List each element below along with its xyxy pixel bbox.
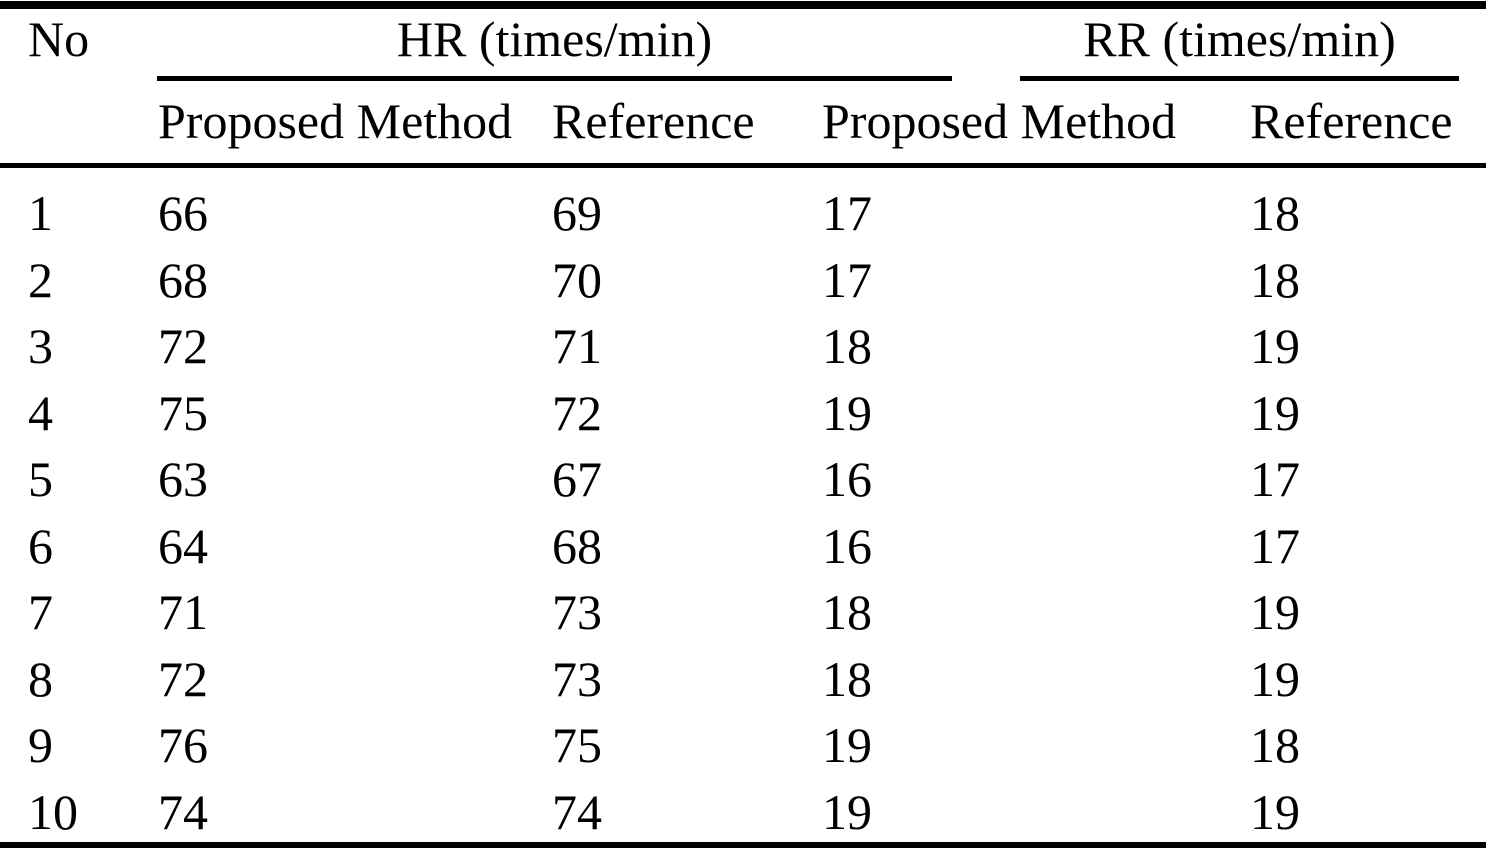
cell-rr-reference: 18: [1250, 717, 1300, 774]
cell-hr-reference: 73: [552, 650, 602, 707]
group-header-rr: RR (times/min): [1083, 11, 1396, 67]
table-row: 5 63 67 16 17: [0, 446, 1486, 513]
cell-rr-proposed: 19: [822, 783, 872, 840]
cell-rr-reference: 18: [1250, 251, 1300, 308]
cell-no: 6: [28, 517, 53, 574]
cell-rr-proposed: 16: [822, 517, 872, 574]
table-body: 1 66 69 17 18 2 68 70 17 18 3 72 71 18 1…: [0, 180, 1486, 845]
cell-rr-reference: 17: [1250, 517, 1300, 574]
cell-rr-proposed: 19: [822, 384, 872, 441]
cell-rr-reference: 17: [1250, 451, 1300, 508]
cell-hr-proposed: 76: [158, 717, 208, 774]
table-row: 1 66 69 17 18: [0, 180, 1486, 247]
cell-rr-reference: 19: [1250, 783, 1300, 840]
cell-no: 3: [28, 318, 53, 375]
cell-no: 9: [28, 717, 53, 774]
cell-hr-proposed: 74: [158, 783, 208, 840]
table-row: 6 64 68 16 17: [0, 513, 1486, 580]
table-top-rule: [0, 1, 1486, 9]
cell-hr-reference: 73: [552, 584, 602, 641]
table-row: 2 68 70 17 18: [0, 247, 1486, 314]
cell-rr-reference: 19: [1250, 584, 1300, 641]
table-row: 9 76 75 19 18: [0, 712, 1486, 779]
cell-rr-proposed: 18: [822, 584, 872, 641]
cell-hr-proposed: 72: [158, 318, 208, 375]
cell-rr-proposed: 18: [822, 650, 872, 707]
cell-rr-reference: 18: [1250, 185, 1300, 242]
cell-rr-proposed: 19: [822, 717, 872, 774]
header-separator-rule: [0, 163, 1486, 168]
cell-rr-proposed: 16: [822, 451, 872, 508]
table-bottom-rule: [0, 842, 1486, 848]
column-header-no: No: [28, 11, 90, 67]
cell-no: 10: [28, 783, 78, 840]
rr-group-underline: [1020, 76, 1459, 81]
cell-hr-proposed: 63: [158, 451, 208, 508]
group-header-hr: HR (times/min): [396, 11, 713, 67]
cell-hr-proposed: 71: [158, 584, 208, 641]
cell-hr-reference: 75: [552, 717, 602, 774]
cell-rr-reference: 19: [1250, 384, 1300, 441]
cell-no: 1: [28, 185, 53, 242]
table-row: 3 72 71 18 19: [0, 313, 1486, 380]
cell-rr-proposed: 18: [822, 318, 872, 375]
cell-rr-proposed: 17: [822, 185, 872, 242]
table-row: 8 72 73 18 19: [0, 646, 1486, 713]
cell-hr-reference: 67: [552, 451, 602, 508]
cell-hr-reference: 72: [552, 384, 602, 441]
cell-rr-reference: 19: [1250, 318, 1300, 375]
hr-group-underline: [157, 76, 952, 81]
cell-hr-proposed: 64: [158, 517, 208, 574]
table-row: 10 74 74 19 19: [0, 779, 1486, 846]
cell-no: 7: [28, 584, 53, 641]
cell-rr-proposed: 17: [822, 251, 872, 308]
cell-hr-reference: 74: [552, 783, 602, 840]
cell-hr-reference: 69: [552, 185, 602, 242]
table-row: 7 71 73 18 19: [0, 579, 1486, 646]
cell-no: 5: [28, 451, 53, 508]
cell-hr-reference: 68: [552, 517, 602, 574]
column-header-rr-reference: Reference: [1250, 93, 1453, 149]
cell-no: 2: [28, 251, 53, 308]
cell-no: 8: [28, 650, 53, 707]
cell-hr-proposed: 75: [158, 384, 208, 441]
column-header-hr-proposed-method: Proposed Method: [158, 93, 513, 149]
table-row: 4 75 72 19 19: [0, 380, 1486, 447]
cell-no: 4: [28, 384, 53, 441]
cell-rr-reference: 19: [1250, 650, 1300, 707]
cell-hr-reference: 71: [552, 318, 602, 375]
cell-hr-proposed: 66: [158, 185, 208, 242]
cell-hr-proposed: 68: [158, 251, 208, 308]
cell-hr-proposed: 72: [158, 650, 208, 707]
cell-hr-reference: 70: [552, 251, 602, 308]
column-header-hr-reference: Reference: [552, 93, 755, 149]
column-header-rr-proposed-method: Proposed Method: [822, 93, 1177, 149]
